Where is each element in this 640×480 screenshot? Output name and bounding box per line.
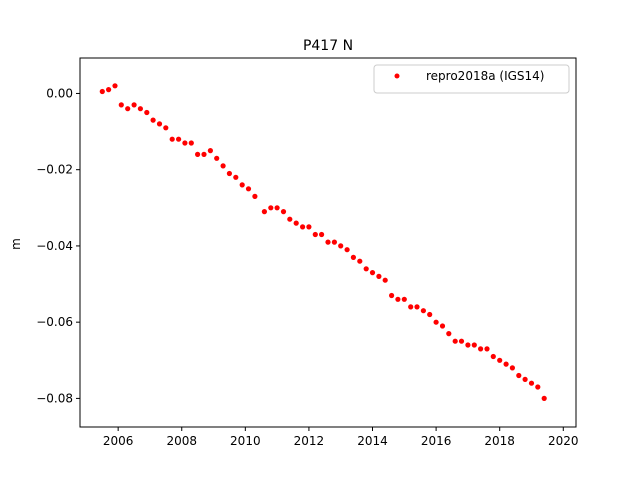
data-point — [125, 106, 131, 112]
data-point — [312, 231, 318, 238]
data-point — [458, 338, 465, 344]
data-point — [144, 109, 150, 116]
data-point — [306, 224, 312, 230]
data-point — [471, 342, 477, 348]
data-point — [446, 331, 452, 337]
data-point — [156, 121, 163, 127]
data-point — [163, 125, 169, 131]
data-point — [433, 319, 439, 325]
chart-title: P417 N — [303, 38, 353, 54]
data-point — [319, 231, 325, 238]
x-tick-label: 2006 — [103, 434, 134, 448]
y-axis-label: m — [9, 238, 23, 250]
data-point — [478, 346, 484, 352]
x-tick-label: 2014 — [357, 434, 388, 448]
x-tick-label: 2008 — [166, 434, 197, 448]
data-point — [176, 136, 182, 142]
data-point — [293, 220, 299, 226]
data-point — [137, 106, 143, 112]
data-point — [207, 148, 213, 154]
data-point — [252, 193, 258, 199]
data-point — [325, 239, 331, 245]
data-point — [268, 205, 274, 211]
data-point — [382, 277, 388, 283]
data-point — [99, 88, 105, 95]
data-point — [131, 102, 137, 108]
data-point — [535, 384, 541, 390]
data-point — [509, 365, 515, 371]
data-point — [408, 304, 414, 310]
data-point — [150, 117, 156, 123]
x-ticks: 2006 2008 2010 2012 2014 2016 2018 2020 — [103, 427, 579, 448]
data-point — [516, 372, 522, 379]
data-point — [369, 270, 376, 276]
y-tick-label: −0.02 — [36, 163, 73, 177]
data-point — [220, 163, 226, 169]
y-tick-label: −0.08 — [36, 391, 73, 405]
y-tick-label: −0.04 — [36, 239, 73, 253]
legend-box — [373, 64, 570, 94]
data-point — [344, 247, 350, 253]
data-point — [169, 136, 175, 142]
x-tick-label: 2020 — [548, 434, 579, 448]
x-tick-label: 2016 — [421, 434, 452, 448]
data-point — [245, 186, 252, 192]
data-point — [465, 342, 471, 348]
data-point — [363, 266, 369, 272]
data-point — [331, 239, 337, 245]
plot-frame — [79, 57, 577, 428]
data-point — [188, 140, 194, 146]
data-point — [452, 338, 458, 344]
data-point — [287, 216, 293, 222]
data-point — [118, 102, 124, 108]
data-point — [420, 308, 426, 314]
data-point — [357, 258, 363, 264]
y-ticks: 0.00 −0.02 −0.04 −0.06 −0.08 — [36, 86, 80, 405]
legend-entry-label: repro2018a (IGS14) — [426, 69, 544, 83]
data-point — [112, 83, 118, 89]
data-point — [522, 376, 528, 382]
data-point — [338, 243, 344, 249]
data-point — [182, 140, 188, 146]
data-point — [401, 296, 407, 302]
scatter-points — [99, 83, 547, 401]
data-point — [395, 296, 401, 302]
data-point — [106, 87, 112, 93]
legend-marker — [394, 73, 400, 79]
legend: repro2018a (IGS14) — [373, 64, 570, 94]
data-point — [201, 151, 207, 157]
data-point — [280, 209, 287, 215]
data-point — [497, 357, 503, 363]
data-point — [195, 151, 201, 157]
data-point — [541, 395, 547, 401]
data-point — [261, 209, 267, 215]
data-point — [389, 292, 395, 299]
data-point — [239, 182, 245, 188]
data-point — [490, 353, 496, 360]
y-tick-label: −0.06 — [36, 315, 73, 329]
y-tick-label: 0.00 — [46, 86, 73, 100]
data-point — [226, 170, 232, 177]
data-point — [427, 311, 433, 318]
x-tick-label: 2018 — [484, 434, 515, 448]
data-point — [439, 323, 446, 329]
x-tick-label: 2010 — [230, 434, 261, 448]
data-point — [376, 273, 382, 279]
data-point — [300, 224, 306, 230]
data-point — [214, 155, 220, 161]
data-point — [528, 380, 535, 386]
data-point — [484, 346, 490, 352]
data-point — [503, 361, 509, 367]
data-point — [414, 304, 420, 310]
x-tick-label: 2012 — [294, 434, 325, 448]
data-point — [233, 174, 239, 180]
data-point — [274, 205, 280, 211]
data-point — [350, 254, 356, 260]
